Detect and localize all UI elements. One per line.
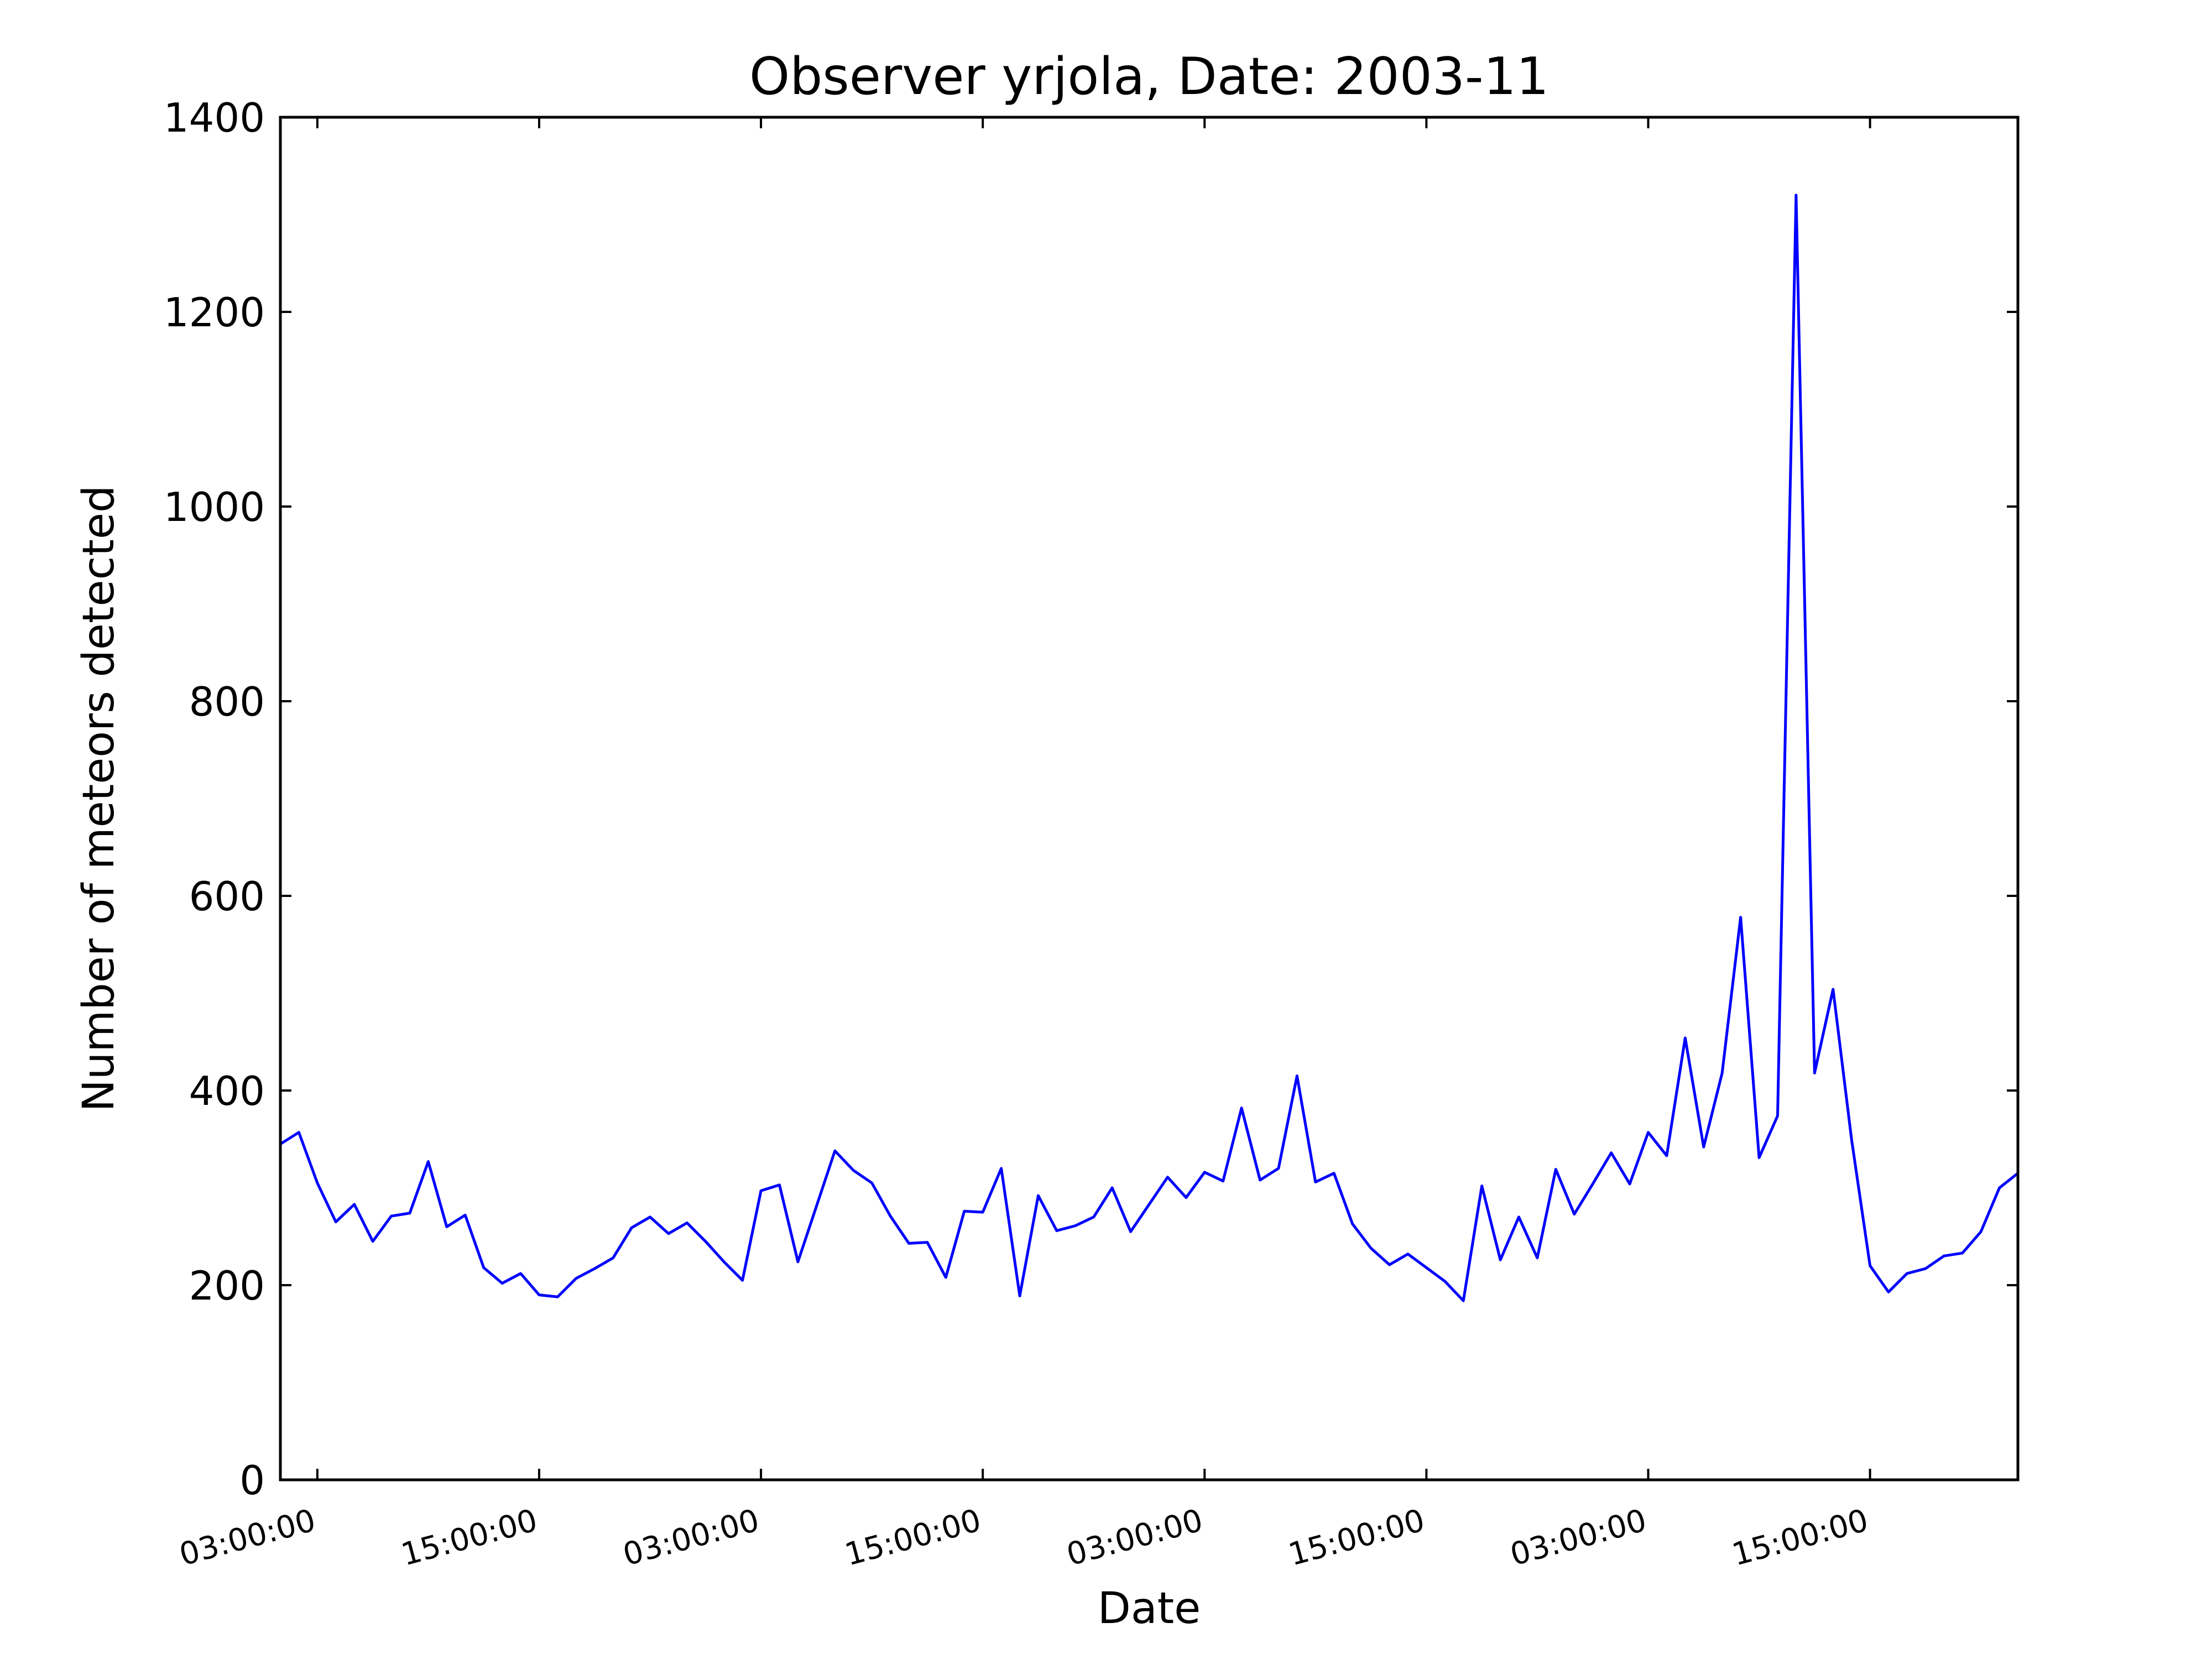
y-tick-label: 400 — [189, 1068, 265, 1114]
y-tick-label: 1000 — [164, 484, 265, 530]
x-tick-label: 03:00:00 — [1063, 1503, 1207, 1573]
x-tick-label: 03:00:00 — [1506, 1503, 1650, 1573]
plot-frame — [279, 116, 2020, 1481]
y-tick-label: 800 — [189, 679, 265, 725]
x-tick-label: 03:00:00 — [619, 1503, 763, 1573]
x-axis-label: Date — [1098, 1584, 1201, 1634]
x-tick-label: 15:00:00 — [398, 1503, 541, 1573]
x-tick-label: 15:00:00 — [841, 1503, 985, 1573]
x-tick-label: 15:00:00 — [1285, 1503, 1428, 1573]
y-tick-label: 0 — [239, 1457, 265, 1504]
data-line — [279, 194, 2019, 1302]
y-tick-label: 200 — [189, 1262, 265, 1309]
y-axis-label: Number of meteors detected — [74, 486, 124, 1112]
y-tick-label: 600 — [189, 873, 265, 920]
y-tick-label: 1400 — [164, 95, 265, 141]
chart-title: Observer yrjola, Date: 2003-11 — [749, 46, 1549, 106]
x-tick-label: 03:00:00 — [176, 1503, 320, 1573]
x-tick-label: 15:00:00 — [1728, 1503, 1872, 1573]
y-tick-label: 1200 — [164, 289, 265, 336]
